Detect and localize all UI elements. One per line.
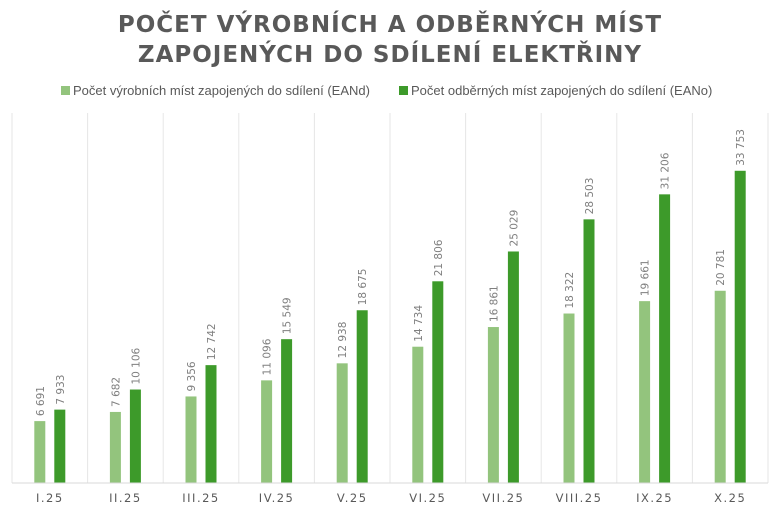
data-label: 16 861 (488, 285, 500, 322)
legend-label-eand: Počet výrobních míst zapojených do sdíle… (73, 83, 370, 98)
data-label: 21 806 (433, 239, 445, 276)
x-tick-label: X.25 (714, 491, 746, 505)
bars (34, 170, 746, 484)
x-axis-tick-labels: I.25 II.25 III.25 IV.25 V.25 VI.25 VII.25 VIII.… (36, 491, 746, 505)
legend-item-eano: Počet odběrných míst zapojených do sdíle… (399, 83, 712, 98)
bar-eano (356, 310, 368, 483)
data-labels: 6 691 7 933 7 682 10 106 9 356 12 742 11 096 15… (35, 129, 747, 416)
x-tick-label: V.25 (337, 491, 368, 505)
data-label: 15 549 (282, 297, 294, 334)
data-label: 6 691 (35, 386, 47, 416)
data-label: 18 322 (564, 272, 576, 309)
bar-eano (54, 409, 66, 483)
bar-eand (639, 301, 651, 483)
bar-eand (109, 411, 121, 483)
bar-eand (412, 346, 424, 483)
x-tick-label: I.25 (36, 491, 64, 505)
data-label: 9 356 (186, 361, 198, 391)
data-label: 7 933 (55, 375, 67, 405)
chart-title-line-2: ZAPOJENÝCH DO SDÍLENÍ ELEKTŘINY (138, 40, 642, 68)
data-label: 10 106 (130, 347, 142, 384)
data-label: 25 029 (508, 210, 520, 247)
bar-eano (205, 365, 217, 483)
data-label: 19 661 (640, 259, 652, 296)
legend-label-eano: Počet odběrných míst zapojených do sdíle… (411, 83, 712, 98)
data-label: 33 753 (735, 129, 747, 166)
data-label: 18 675 (357, 269, 369, 306)
bar-eand (563, 313, 575, 483)
chart-title-line-1: POČET VÝROBNÍCH A ODBĚRNÝCH MÍST (118, 10, 662, 38)
data-label: 28 503 (584, 178, 596, 215)
bar-eand (336, 363, 348, 483)
bar-eand (714, 290, 726, 483)
bar-eano (507, 251, 519, 483)
legend-item-eand: Počet výrobních míst zapojených do sdíle… (61, 83, 370, 98)
legend: Počet výrobních míst zapojených do sdíle… (61, 83, 712, 98)
data-label: 12 742 (206, 323, 218, 360)
legend-swatch-eano (399, 86, 408, 95)
bar-eano (659, 194, 671, 484)
data-label: 7 682 (110, 377, 122, 407)
x-tick-label: VIII.25 (556, 491, 603, 505)
bar-eano (432, 281, 444, 483)
data-label: 11 096 (262, 338, 274, 375)
data-label: 31 206 (660, 152, 672, 189)
data-label: 14 734 (413, 305, 425, 342)
bar-eand (261, 380, 273, 483)
bar-eand (34, 421, 46, 483)
bar-eano (281, 339, 293, 483)
x-tick-label: III.25 (182, 491, 219, 505)
bar-eano (129, 389, 141, 483)
legend-swatch-eand (61, 86, 70, 95)
x-tick-label: IV.25 (259, 491, 295, 505)
bar-eand (487, 327, 499, 483)
x-tick-label: VII.25 (482, 491, 524, 505)
bar-eano (734, 170, 746, 484)
category-gridlines (11, 113, 769, 483)
x-tick-label: IX.25 (636, 491, 673, 505)
x-tick-label: VI.25 (409, 491, 446, 505)
data-label: 20 781 (715, 249, 727, 286)
x-tick-label: II.25 (109, 491, 142, 505)
data-label: 12 938 (337, 322, 349, 359)
bar-eand (185, 396, 197, 483)
bar-eano (583, 219, 595, 484)
